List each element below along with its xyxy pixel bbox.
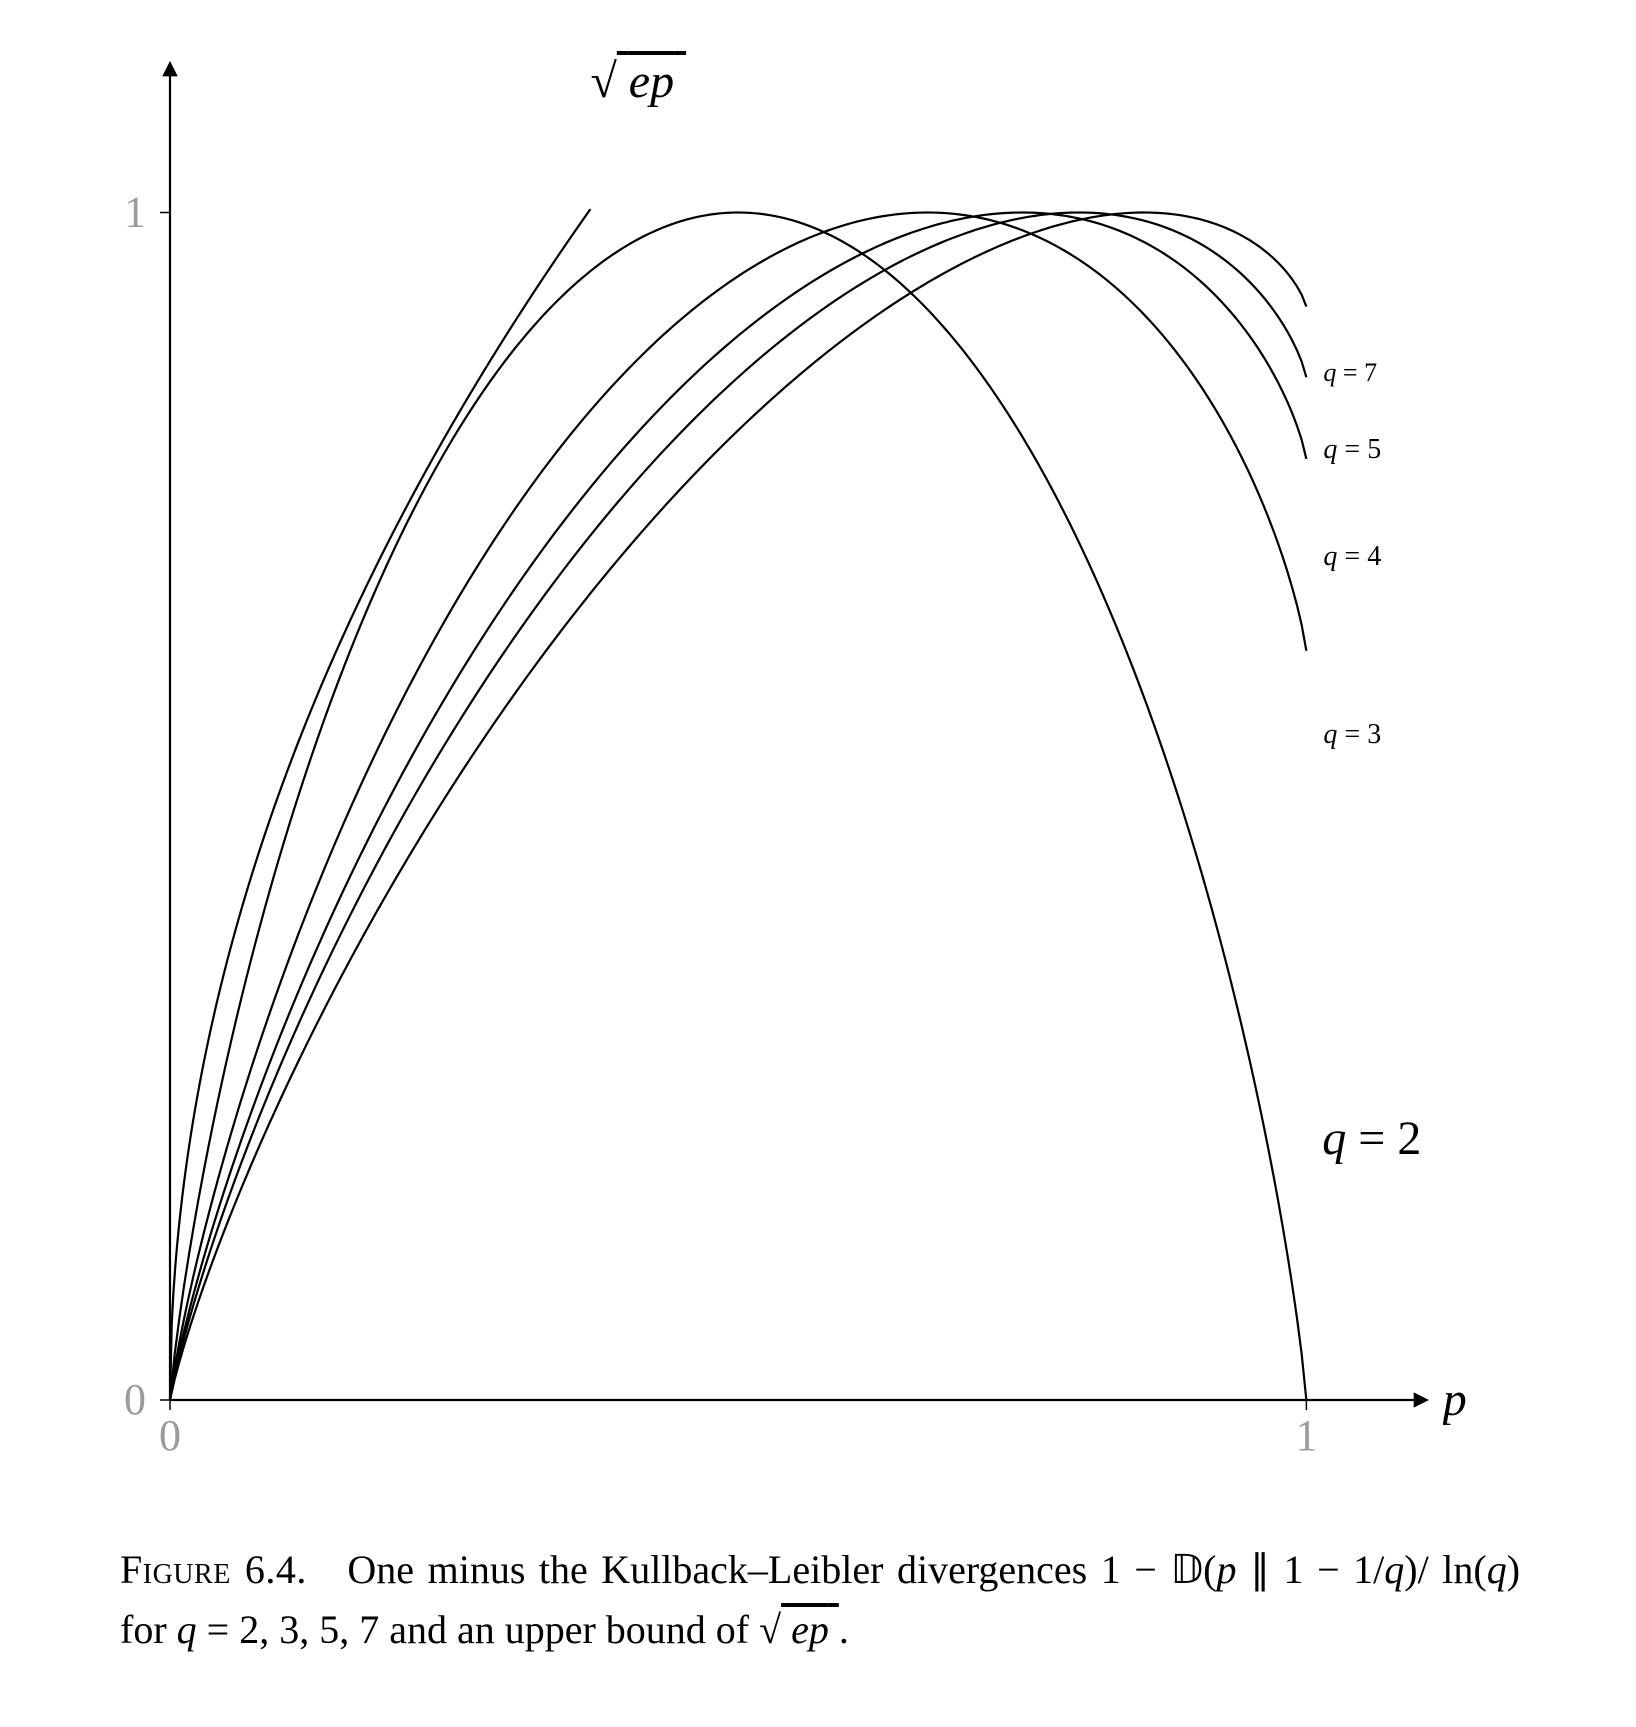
curve-q3 (170, 213, 1306, 1401)
curve-q2 (170, 213, 1306, 1401)
figure-label: Figure 6.4. (120, 1547, 307, 1592)
svg-text:1: 1 (124, 188, 146, 237)
page: 0101p√ ep q = 2q = 3q = 4q = 5q = 7 Figu… (0, 0, 1636, 1722)
curve-sqrt-ep (170, 209, 590, 1400)
kl-divergence-chart: 0101p√ ep q = 2q = 3q = 4q = 5q = 7 (0, 0, 1636, 1722)
curve-q5 (170, 213, 1306, 1401)
figure-caption: Figure 6.4. One minus the Kullback–Leibl… (120, 1540, 1520, 1660)
curve-q4 (170, 213, 1306, 1401)
svg-text:0: 0 (124, 1375, 146, 1424)
svg-text:1: 1 (1295, 1411, 1317, 1460)
chart-container: 0101p√ ep q = 2q = 3q = 4q = 5q = 7 (0, 0, 1636, 1727)
svg-text:0: 0 (159, 1411, 181, 1460)
curve-q7 (170, 213, 1306, 1401)
caption-body: One minus the Kullback–Leibler divergenc… (120, 1547, 1520, 1652)
